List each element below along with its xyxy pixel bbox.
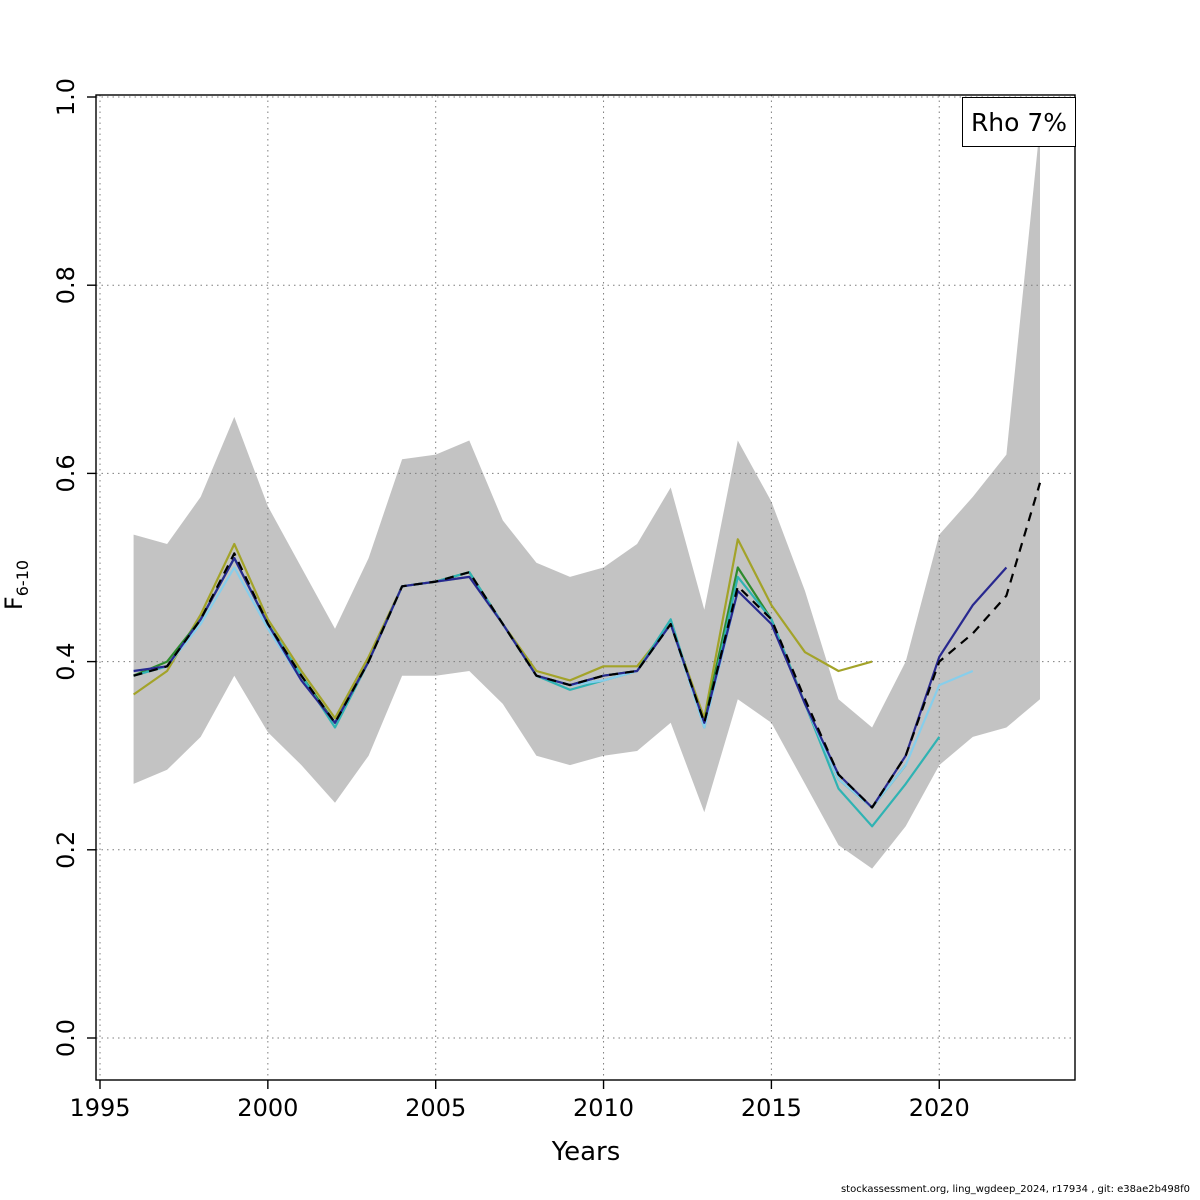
footer-citation: stockassessment.org, ling_wgdeep_2024, r… xyxy=(840,1184,1190,1195)
y-tick-label: 0.0 xyxy=(52,1019,80,1057)
y-axis-label: F6-10 xyxy=(0,560,32,610)
y-axis-label-main: F xyxy=(0,596,29,611)
y-tick-label: 0.2 xyxy=(52,831,80,869)
y-tick-label: 0.4 xyxy=(52,643,80,681)
y-axis-label-sub: 6-10 xyxy=(12,559,32,597)
plot-border xyxy=(95,94,1076,1081)
x-tick-label: 2015 xyxy=(741,1094,802,1122)
legend-box: Rho 7% xyxy=(962,97,1076,147)
x-axis-label: Years xyxy=(551,1137,621,1167)
x-axis-ticks: 1995 2000 2005 2010 2015 2020 xyxy=(69,1080,970,1122)
retro-series-lines xyxy=(132,482,1042,828)
confidence-band xyxy=(133,125,1041,869)
base-assessment-2023-line xyxy=(133,482,1042,809)
y-tick-label: 0.6 xyxy=(52,454,80,492)
legend-label: Rho 7% xyxy=(970,107,1068,137)
x-tick-label: 2010 xyxy=(573,1094,634,1122)
y-tick-label: 0.8 xyxy=(52,266,80,304)
x-tick-label: 2000 xyxy=(237,1094,298,1122)
gridlines xyxy=(96,95,1075,1080)
y-tick-label: 1.0 xyxy=(52,78,80,116)
x-tick-label: 2020 xyxy=(909,1094,970,1122)
y-axis-ticks: 0.0 0.2 0.4 0.6 0.8 1.0 xyxy=(52,78,96,1057)
x-tick-label: 1995 xyxy=(69,1094,130,1122)
x-tick-label: 2005 xyxy=(405,1094,466,1122)
